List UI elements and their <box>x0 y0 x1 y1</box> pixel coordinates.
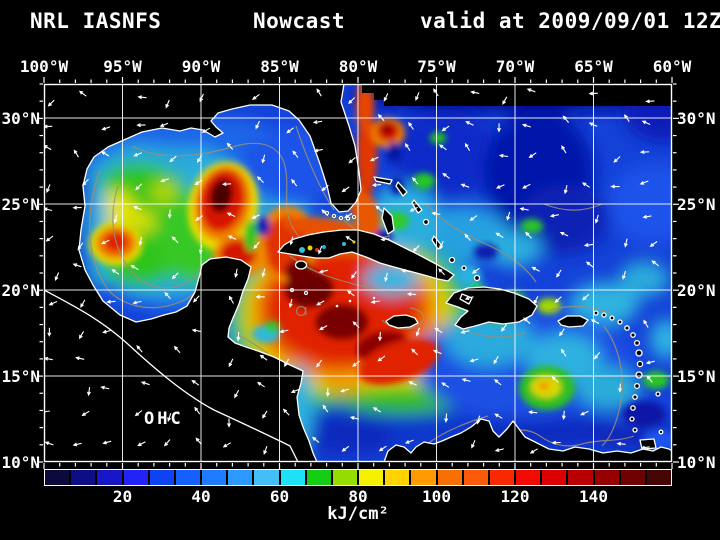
land-mask <box>44 84 672 462</box>
current-vectors <box>44 88 660 455</box>
lat-label: 30°N <box>677 109 716 128</box>
land-northamerica-centralamerica <box>44 84 362 462</box>
lon-label: 85°W <box>260 57 299 76</box>
colorbar-segment <box>568 470 593 485</box>
lat-label: 30°N <box>1 109 40 128</box>
lat-label: 20°N <box>1 281 40 300</box>
lon-label: 75°W <box>417 57 456 76</box>
lat-label: 10°N <box>677 453 716 472</box>
colorbar-segment <box>411 470 436 485</box>
colorbar-segment <box>646 470 672 485</box>
colorbar-tick-label: 40 <box>191 487 211 506</box>
lon-label: 80°W <box>338 57 378 76</box>
colorbar-segment <box>202 470 227 485</box>
colorbar-segment <box>175 470 201 485</box>
lat-label: 20°N <box>677 281 716 300</box>
colorbar-segment <box>359 470 384 485</box>
lon-label: 65°W <box>574 57 613 76</box>
pacific-coastline <box>44 289 299 462</box>
colorbar-tick-label: 60 <box>269 487 290 506</box>
small-cays <box>335 296 376 308</box>
colorbar-segment <box>332 470 358 485</box>
colorbar-segment <box>489 470 515 485</box>
field-label: OHC <box>144 409 184 429</box>
cuba-bay-pixels <box>299 240 356 253</box>
colorbar-segment <box>45 470 70 485</box>
colorbar-tick-label: 100 <box>422 487 451 506</box>
colorbar-segment <box>280 470 305 485</box>
colorbar-segment <box>594 470 619 485</box>
colorbar-segment <box>228 470 253 485</box>
colorbar-segment <box>71 470 96 485</box>
colorbar-segment <box>97 470 122 485</box>
title-valid: valid at 2009/09/01 12Z <box>420 9 720 33</box>
lat-label: 15°N <box>1 367 40 386</box>
lon-label: 70°W <box>495 57 535 76</box>
colorbar-unit: kJ/cm² <box>327 504 389 524</box>
colorbar-segment <box>254 470 279 485</box>
map-frame <box>43 83 673 463</box>
title-product: Nowcast <box>253 9 346 33</box>
axis-ticks <box>37 77 679 469</box>
lon-label: 95°W <box>103 57 142 76</box>
colorbar-segment <box>516 470 541 485</box>
colorbar <box>44 469 672 486</box>
title-model: NRL IASNFS <box>30 9 162 33</box>
lon-label: 90°W <box>181 57 221 76</box>
lat-label: 15°N <box>677 367 716 386</box>
lon-label: 60°W <box>652 57 692 76</box>
land-southamerica <box>383 418 672 462</box>
colorbar-segment <box>620 470 645 485</box>
lat-label: 25°N <box>1 195 40 214</box>
land-isle-of-youth <box>294 260 308 270</box>
land-puertorico <box>557 315 589 328</box>
colorbar-segment <box>463 470 488 485</box>
colorbar-segment <box>123 470 148 485</box>
colorbar-segment <box>542 470 567 485</box>
colorbar-segment <box>149 470 174 485</box>
lat-label: 25°N <box>677 195 716 214</box>
lon-label: 100°W <box>19 57 69 76</box>
ohc-map: OHC <box>37 77 679 469</box>
land-cuba <box>277 229 455 282</box>
no-data-mask-band <box>362 84 672 106</box>
colorbar-tick-label: 20 <box>112 487 133 506</box>
lat-label: 10°N <box>1 453 40 472</box>
colorbar-tick-label: 120 <box>500 487 530 506</box>
colorbar-segment <box>306 470 331 485</box>
graticule <box>44 84 672 462</box>
colorbar-tick-label: 140 <box>579 487 608 506</box>
ohc-field-plot: OHC <box>37 77 679 469</box>
colorbar-segment <box>385 470 410 485</box>
contour-a-mark <box>304 306 307 316</box>
colorbar-tick-label: 80 <box>348 487 368 506</box>
colorbar-segment <box>437 470 462 485</box>
land-jamaica <box>385 314 419 329</box>
